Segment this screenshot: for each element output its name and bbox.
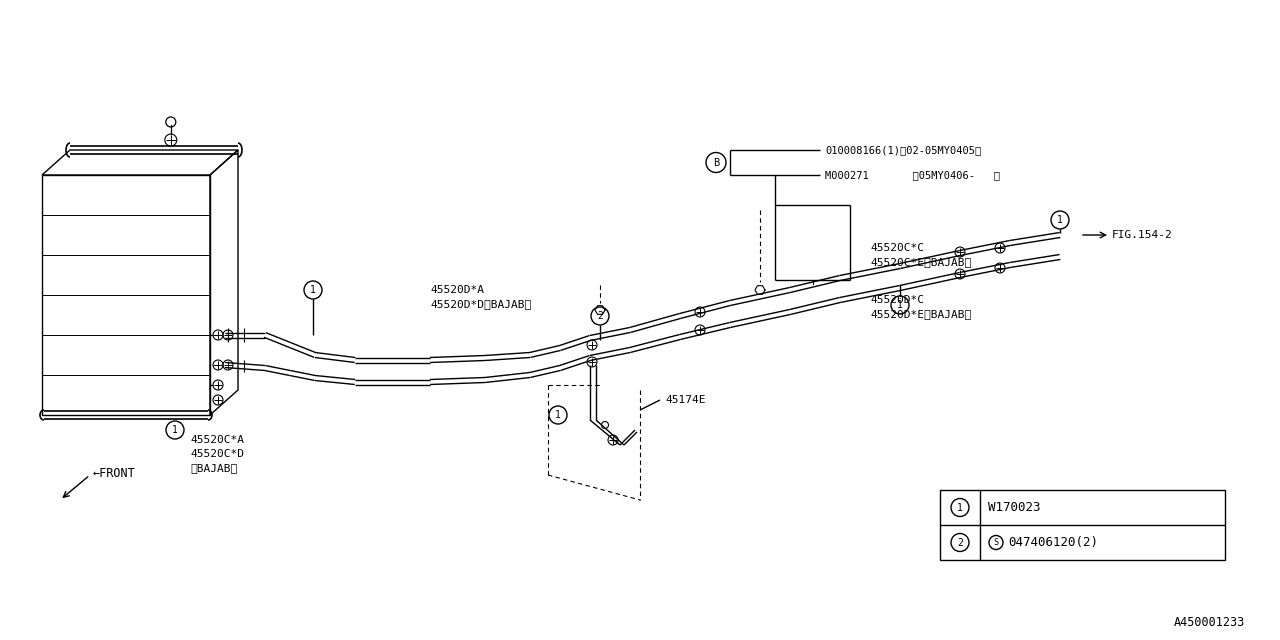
Text: S: S	[993, 538, 998, 547]
Text: M000271       。05MY0406-   〉: M000271 。05MY0406- 〉	[826, 170, 1000, 180]
Text: 45520D*A: 45520D*A	[430, 285, 484, 295]
Text: 1: 1	[957, 502, 963, 513]
Text: 45520C*E〈BAJAB〉: 45520C*E〈BAJAB〉	[870, 257, 972, 267]
Text: 1: 1	[1057, 215, 1062, 225]
Text: 047406120(2): 047406120(2)	[1009, 536, 1098, 549]
Text: 45520D*C: 45520D*C	[870, 295, 924, 305]
Text: 45520C*D: 45520C*D	[189, 449, 244, 459]
Text: 45174E: 45174E	[666, 395, 705, 405]
Text: 45520C*A: 45520C*A	[189, 435, 244, 445]
Text: B: B	[713, 157, 719, 168]
Text: 1: 1	[556, 410, 561, 420]
Text: 010008166(1)。02-05MY0405〉: 010008166(1)。02-05MY0405〉	[826, 145, 982, 155]
Text: 2: 2	[957, 538, 963, 547]
Text: 1: 1	[310, 285, 316, 295]
Text: 45520D*E〈BAJAB〉: 45520D*E〈BAJAB〉	[870, 309, 972, 319]
Text: 45520D*D〈BAJAB〉: 45520D*D〈BAJAB〉	[430, 299, 531, 309]
Text: W170023: W170023	[988, 501, 1041, 514]
Text: 〈BAJAB〉: 〈BAJAB〉	[189, 463, 237, 473]
Text: A450001233: A450001233	[1174, 616, 1245, 628]
Text: 1: 1	[172, 425, 178, 435]
Text: FIG.154-2: FIG.154-2	[1112, 230, 1172, 240]
Bar	[940, 490, 1225, 560]
Text: 1: 1	[897, 300, 902, 310]
Text: 45520C*C: 45520C*C	[870, 243, 924, 253]
Text: 2: 2	[596, 311, 603, 321]
Text: ←FRONT: ←FRONT	[93, 467, 136, 479]
